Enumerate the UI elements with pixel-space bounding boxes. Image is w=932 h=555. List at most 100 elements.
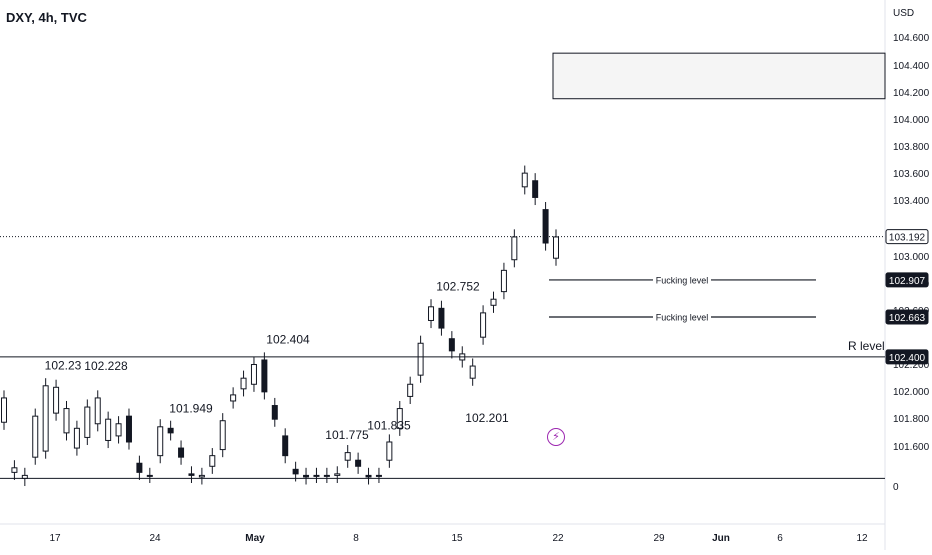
candle-body: [313, 474, 320, 477]
time-tick-label: Jun: [712, 533, 730, 544]
candle-body: [198, 474, 205, 478]
candle-body: [219, 420, 226, 451]
price-tag-box: [885, 272, 929, 288]
candle-body: [521, 172, 528, 188]
candle-body: [386, 441, 393, 461]
price-annotation: 102.404: [266, 332, 310, 346]
price-tag-label: 102.400: [889, 353, 926, 364]
price-tag-label: 102.907: [889, 276, 926, 287]
candle-body: [396, 408, 403, 429]
candle-body: [230, 394, 237, 402]
candle-body: [532, 180, 539, 198]
time-tick-label: 8: [353, 533, 359, 544]
candle-body: [355, 459, 362, 467]
candle-body: [136, 462, 143, 473]
time-tick-label: 6: [777, 533, 783, 544]
candle-body: [42, 385, 49, 452]
symbol-title: DXY, 4h, TVC: [6, 10, 87, 25]
candle-body: [407, 383, 414, 397]
candle-body: [73, 427, 80, 449]
candle-body: [188, 473, 195, 476]
price-annotation: 101.835: [367, 419, 411, 433]
price-annotation: 102.752: [436, 279, 480, 293]
price-tick-label: 101.600: [893, 442, 930, 453]
horizontal-lines: R level Fucking level Fucking level: [0, 52, 886, 479]
candle-body: [84, 406, 91, 438]
lightning-icon[interactable]: ⚡: [547, 428, 565, 446]
price-tag-label: 102.663: [889, 313, 926, 324]
candle-body: [334, 473, 341, 476]
price-tick-label: 102.200: [893, 360, 930, 371]
candle-body: [209, 455, 216, 467]
price-tick-label: 103.800: [893, 142, 930, 153]
time-tick-label: 17: [49, 533, 61, 544]
price-tick-label: 104.400: [893, 61, 930, 72]
candle-body: [240, 377, 247, 390]
candle-body: [167, 427, 174, 434]
candle-body: [542, 209, 549, 244]
candle-body: [11, 467, 18, 473]
candle-body: [438, 307, 445, 329]
price-annotation: 101.775: [325, 428, 369, 442]
candle-body: [428, 306, 435, 321]
candle-body: [250, 364, 257, 385]
candle-body: [53, 386, 60, 414]
r-level-label: R level: [848, 339, 885, 353]
price-tag-box: [885, 309, 929, 325]
price-tick-label: 103.400: [893, 196, 930, 207]
candle-body: [125, 415, 132, 443]
time-tick-label: May: [245, 533, 265, 544]
price-annotations: 102.23 102.228 102.404 101.949 101.775101.83…: [45, 279, 509, 441]
price-axis-currency: USD: [893, 8, 914, 19]
candle-body: [157, 426, 164, 457]
price-tick-label: 104.600: [893, 33, 930, 44]
time-tick-label: 15: [451, 533, 463, 544]
candle-body: [490, 298, 497, 306]
candle-body: [178, 447, 185, 458]
candle-body: [469, 365, 476, 379]
price-tick-label: 103.000: [893, 252, 930, 263]
price-annotation: 102.228: [84, 359, 128, 373]
time-ticks: 17 24 May 8 15 22 29 Jun 6 12: [49, 533, 868, 544]
price-tick-label: 104.200: [893, 88, 930, 99]
candle-body: [448, 338, 455, 352]
candle-body: [292, 468, 299, 475]
candle-body: [375, 474, 382, 477]
candle-body: [553, 236, 559, 259]
candle-body: [365, 474, 372, 478]
candle-body: [271, 405, 278, 420]
time-tick-label: 22: [552, 533, 564, 544]
price-annotation: 102.23: [45, 359, 82, 373]
price-ticks: 104.600 104.400 104.200 104.000 103.800 103.6…: [893, 33, 930, 493]
candle-body: [32, 415, 39, 458]
time-tick-label: 12: [856, 533, 868, 544]
candle-body: [511, 236, 518, 261]
price-annotation: 101.949: [169, 401, 213, 415]
price-tag-label: 103.192: [889, 233, 926, 244]
price-tick-label: 0: [893, 482, 899, 493]
price-annotation: 102.201: [465, 411, 509, 425]
price-tick-label: 102.000: [893, 387, 930, 398]
price-tag-box: [885, 349, 929, 365]
candle-body: [63, 408, 70, 434]
candle-body: [480, 312, 487, 338]
time-tick-label: 29: [653, 533, 665, 544]
candle-body: [115, 423, 122, 437]
candle-body: [323, 474, 330, 477]
candle-body: [105, 418, 112, 441]
candle-body: [500, 269, 507, 293]
time-tick-label: 24: [149, 533, 161, 544]
candle-body: [146, 474, 153, 477]
candles-group: [1, 165, 559, 487]
price-tags: 103.192 102.907 102.663 102.400: [885, 229, 929, 365]
price-tag-box: [885, 229, 929, 245]
candle-body: [303, 474, 310, 478]
candle-body: [344, 452, 351, 461]
fucking-level-label: Fucking level: [656, 275, 709, 285]
fucking-level-label: Fucking level: [656, 312, 709, 322]
candle-body: [261, 359, 268, 393]
candle-body: [417, 342, 424, 376]
supply-zone[interactable]: [552, 52, 886, 100]
